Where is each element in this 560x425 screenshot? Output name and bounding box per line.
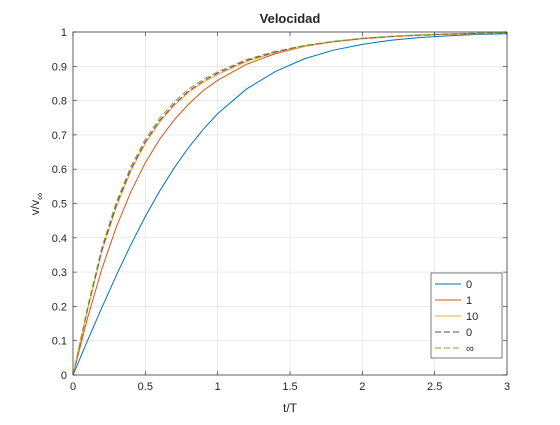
legend-label-4: ∞ xyxy=(466,343,474,355)
y-tick-label-4: 0.4 xyxy=(52,233,67,245)
x-axis-title: t/T xyxy=(283,401,298,415)
tick-labels: 0 0.5 1 1.5 2 2.5 3 0 0.1 0.2 0.3 0.4 0.5 0.6 0.7 0.8 0.… xyxy=(52,27,510,393)
x-tick-label-2: 1 xyxy=(215,381,221,393)
x-tick-label-3: 1.5 xyxy=(282,381,297,393)
y-tick-label-2: 0.2 xyxy=(52,301,67,313)
y-tick-label-3: 0.3 xyxy=(52,267,67,279)
y-tick-label-6: 0.6 xyxy=(52,164,67,176)
legend-label-3: 0 xyxy=(466,327,472,339)
axes-box xyxy=(72,31,508,376)
y-axis-title: v/v∞ xyxy=(28,193,46,215)
x-tick-label-1: 0.5 xyxy=(138,381,153,393)
x-tick-label-4: 2 xyxy=(359,381,365,393)
legend: 0 1 10 0 ∞ xyxy=(430,272,503,359)
y-tick-label-5: 0.5 xyxy=(52,199,67,211)
series-group xyxy=(72,32,508,376)
series-line-4 xyxy=(72,32,508,376)
y-axis-title-subscript: ∞ xyxy=(35,193,46,200)
x-tick-label-5: 2.5 xyxy=(427,381,442,393)
y-tick-label-9: 0.9 xyxy=(52,61,67,73)
legend-label-0: 0 xyxy=(466,279,472,291)
y-tick-label-8: 0.8 xyxy=(52,96,67,108)
y-tick-label-0: 0 xyxy=(61,370,67,382)
legend-label-1: 1 xyxy=(466,295,472,307)
x-tick-label-6: 3 xyxy=(504,381,510,393)
legend-label-2: 10 xyxy=(466,311,478,323)
y-tick-label-10: 1 xyxy=(61,27,67,39)
chart-title: Velocidad xyxy=(260,11,321,26)
y-tick-label-7: 0.7 xyxy=(52,130,67,142)
y-tick-label-1: 0.1 xyxy=(52,336,67,348)
series-line-0 xyxy=(72,33,508,376)
y-axis-title-main: v/v xyxy=(28,200,42,215)
x-tick-label-0: 0 xyxy=(70,381,76,393)
